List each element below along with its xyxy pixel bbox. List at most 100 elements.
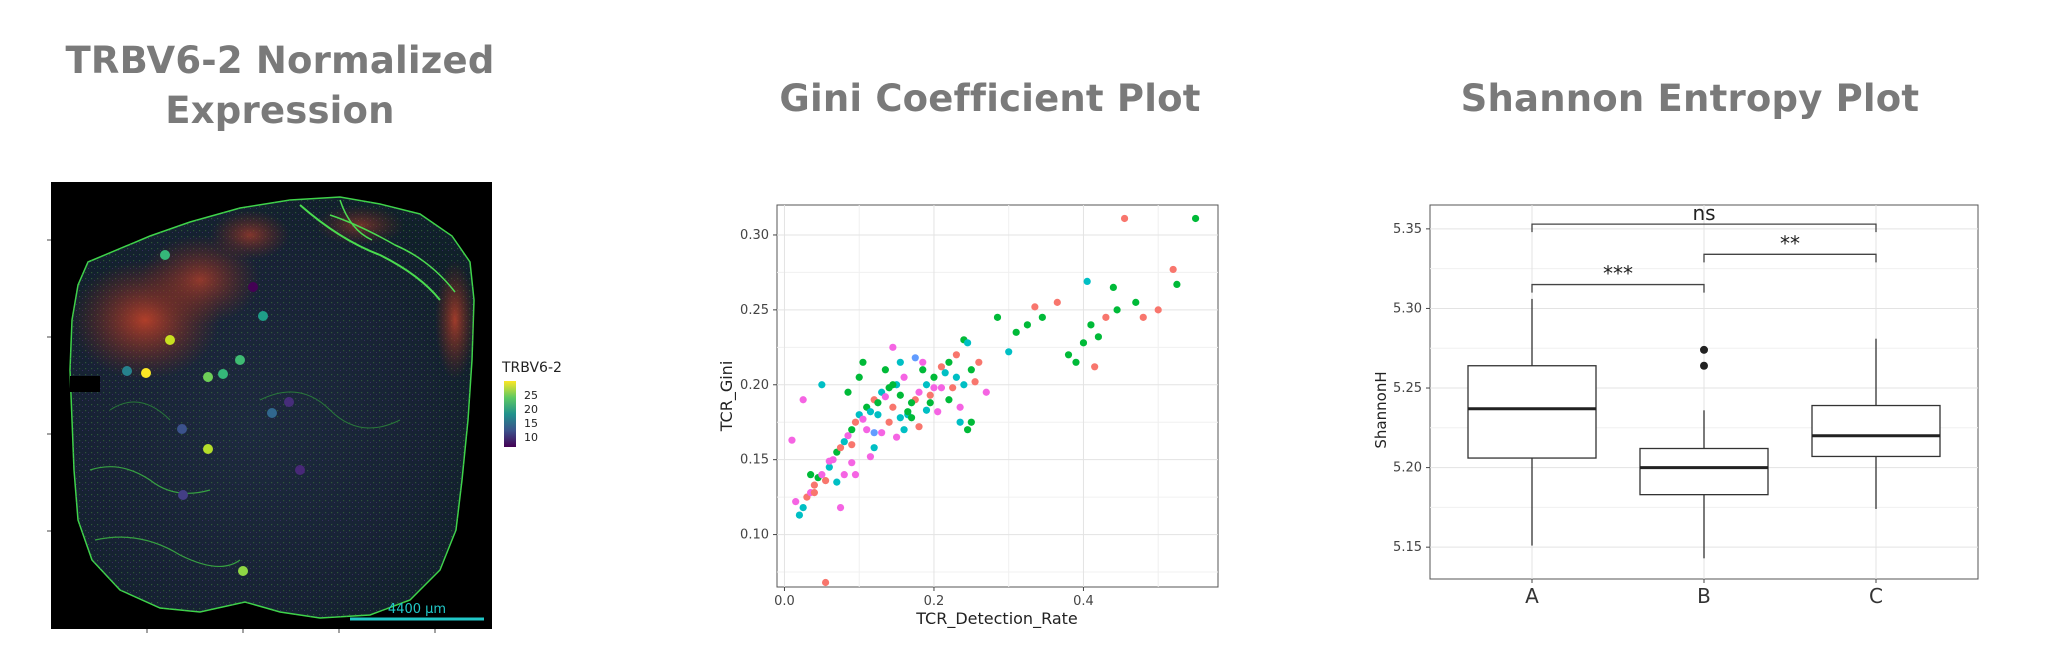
gini-point [937,384,946,392]
shannon-axes: 5.15 5.20 5.25 5.30 5.35 A B C [1393,222,1883,608]
shannon-x-tick-label: A [1525,584,1539,608]
gini-point [874,411,882,419]
gini-point [1113,306,1121,314]
gini-point [874,399,882,407]
gini-point [971,378,979,386]
gini-point [930,373,938,381]
gini-point [825,457,833,465]
gini-point [821,477,830,485]
gini-point [919,366,927,374]
gini-point [1087,321,1095,329]
gini-point [818,471,826,479]
expression-spot [267,408,277,418]
shannon-significance: *****ns [1531,201,1877,293]
gini-point [1173,280,1181,288]
expression-title: TRBV6-2 Normalized Expression [30,36,530,136]
gini-point [1169,265,1177,274]
legend-colorbar [504,381,516,447]
gini-point [855,373,863,381]
gini-point [1102,313,1110,321]
gini-x-tick-label: 0.0 [774,594,795,609]
gini-point [922,406,931,414]
shannon-comparison-bracket [1531,283,1705,293]
gini-y-tick-label: 0.15 [740,453,769,468]
gini-point [937,363,946,371]
gini-point [956,418,964,426]
gini-point [810,489,818,497]
gini-point [836,444,845,452]
map-axis-ticks [47,239,436,633]
shannon-comparison-label: *** [1603,262,1633,286]
gini-point [892,433,901,441]
gini-point [1053,298,1061,306]
gini-point [982,388,990,396]
gini-point [870,444,878,452]
shannon-comparison-bracket [1531,223,1877,233]
gini-point [792,498,800,506]
gini-point [807,471,815,479]
gini-point [1038,313,1046,321]
gini-point [859,358,867,366]
gini-point [859,415,867,423]
legend-title: TRBV6-2 [501,360,562,376]
gini-point [889,403,897,411]
shannon-boxes [1467,298,1941,559]
gini-point [896,391,904,399]
gini-point [799,504,807,512]
gini-point [795,511,804,519]
gini-point [900,373,908,381]
gini-point [1083,277,1091,285]
expression-spot [238,566,248,576]
shannon-box [1811,404,1941,458]
gini-point [926,399,934,407]
shannon-y-tick-label: 5.15 [1393,540,1422,555]
gini-point [825,463,833,471]
gini-point [1109,283,1117,291]
gini-point [1091,363,1099,371]
shannon-box [1467,365,1597,459]
gini-point [818,381,826,389]
gini-point [870,429,878,437]
legend-tick-label: 15 [524,417,538,430]
expression-spot [295,465,305,475]
gini-point [1132,298,1140,306]
gini-point [964,339,972,347]
shannon-y-tick-label: 5.35 [1393,222,1422,237]
gini-point [821,578,830,587]
gini-point [889,343,897,351]
gini-point [1094,333,1103,341]
gini-point [881,393,889,401]
scale-bar-label: 4400 µm [388,602,446,617]
gini-point [1154,306,1162,314]
expression-spot [122,366,132,376]
gini-point [810,481,818,489]
gini-point [799,396,807,404]
gini-x-tick-label: 0.2 [924,594,945,609]
gini-point [922,381,931,389]
gini-point [941,369,949,377]
gini-point [964,426,972,434]
gini-plot-panel [776,204,1219,588]
expression-spot [177,424,187,434]
gini-point [788,436,796,444]
gini-point [949,384,957,392]
gini-axes: 0.0 0.2 0.4 0.10 0.15 0.20 0.25 0.30 [740,228,1094,609]
gini-point [844,432,852,440]
shannon-outlier [1700,345,1708,354]
gini-point [866,408,875,416]
gini-point [848,441,856,449]
shannon-title: Shannon Entropy Plot [1460,77,1920,120]
gini-point [945,358,953,366]
expression-spot [248,282,258,292]
shannon-outlier [1700,361,1708,370]
gini-point [836,504,845,512]
gini-point [915,388,923,396]
gini-point [851,418,860,426]
gini-point [1064,351,1073,359]
shannon-comparison-label: ** [1780,231,1800,255]
gini-point [911,354,919,362]
gini-point [1023,321,1031,329]
gini-point [952,351,960,359]
